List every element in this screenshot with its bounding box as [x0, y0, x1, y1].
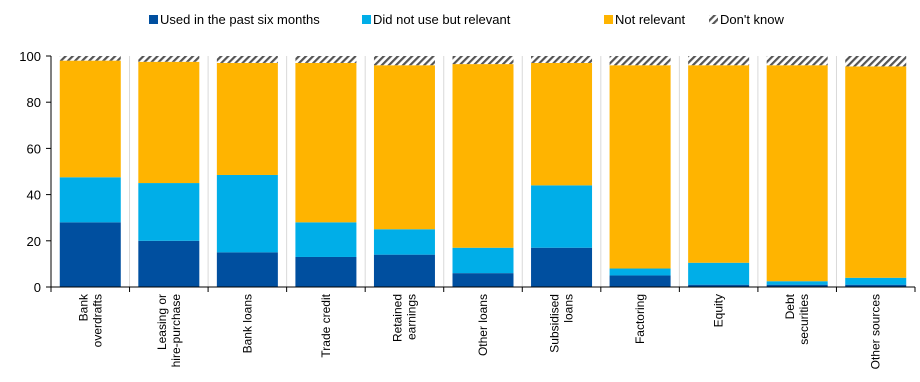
x-category-label: Bank loans — [240, 294, 254, 353]
x-category-label: Trade credit — [319, 293, 333, 357]
x-category-line: Other sources — [869, 294, 883, 369]
x-category-line: Equity — [712, 294, 726, 327]
bar-segment — [766, 284, 828, 287]
x-category-label: Leasing orhire-purchase — [155, 294, 183, 368]
legend-label: Not relevant — [615, 12, 685, 27]
x-category-label: Other sources — [869, 294, 883, 369]
x-category-label: Factoring — [633, 294, 647, 344]
bar-segment — [609, 56, 671, 66]
bar-segment — [609, 65, 671, 269]
bar-segment — [216, 56, 278, 63]
bar-segment — [688, 262, 750, 285]
bar-segment — [138, 56, 200, 62]
bar-segment — [295, 256, 357, 287]
x-category-line: Trade credit — [319, 293, 333, 357]
legend-label: Used in the past six months — [160, 12, 320, 27]
bar-segment — [373, 65, 435, 230]
bar-segment — [845, 66, 907, 278]
bar-segment — [138, 61, 200, 184]
y-tick-label: 60 — [27, 141, 41, 156]
legend-item: Don't know — [709, 12, 785, 27]
legend-swatch — [362, 15, 371, 24]
legend-label: Don't know — [720, 12, 785, 27]
legend: Used in the past six months Did not use b… — [149, 12, 785, 27]
bar-segment — [609, 275, 671, 287]
bar-segment — [216, 174, 278, 253]
x-category-label: Subsidisedloans — [548, 294, 576, 353]
x-category-line: Subsidised — [548, 294, 562, 353]
bar-segment — [766, 281, 828, 285]
x-category-label: Other loans — [476, 294, 490, 356]
bar-segment — [452, 247, 514, 274]
x-category-line: overdrafts — [90, 294, 104, 347]
bar-segment — [59, 222, 121, 287]
legend-label: Did not use but relevant — [373, 12, 511, 27]
x-category-label: Bankoverdrafts — [76, 293, 104, 347]
bar-segment — [531, 185, 593, 248]
bar-segment — [845, 284, 907, 287]
bar-segment — [531, 56, 593, 63]
bar-segment — [59, 56, 121, 61]
legend-item: Used in the past six months — [149, 12, 320, 27]
bar-segment — [845, 277, 907, 285]
y-tick-label: 20 — [27, 234, 41, 249]
bar-segment — [373, 56, 435, 66]
bar-segment — [138, 183, 200, 241]
x-category-label: Equity — [712, 294, 726, 327]
x-category-line: loans — [562, 294, 576, 323]
bar-segment — [373, 254, 435, 287]
bar-segment — [531, 62, 593, 186]
x-category-line: hire-purchase — [169, 294, 183, 368]
bar-segment — [531, 247, 593, 287]
x-category-line: earnings — [404, 294, 418, 340]
bar-segment — [295, 222, 357, 257]
x-category-label: Debtsecurities — [783, 293, 811, 344]
x-category-line: Other loans — [476, 294, 490, 356]
x-category-line: Debt — [783, 293, 797, 319]
y-tick-label: 40 — [27, 188, 41, 203]
bar-segment — [766, 65, 828, 282]
bar-segment — [452, 56, 514, 65]
bar-segment — [766, 56, 828, 66]
legend-swatch — [149, 15, 158, 24]
bar-segment — [59, 177, 121, 223]
x-category-line: Retained — [390, 294, 404, 342]
legend-item: Did not use but relevant — [362, 12, 511, 27]
bar-segment — [688, 65, 750, 263]
bar-segment — [373, 229, 435, 255]
x-category-line: Bank loans — [240, 294, 254, 353]
bar-segment — [845, 56, 907, 67]
bar-segment — [295, 56, 357, 63]
y-axis: 0 20 40 60 80 100 — [19, 49, 52, 295]
x-category-line: securities — [797, 294, 811, 345]
x-category-line: Leasing or — [155, 294, 169, 350]
bar-segment — [216, 252, 278, 287]
y-tick-label: 0 — [34, 280, 41, 295]
x-category-line: Bank — [76, 293, 90, 321]
y-tick-label: 80 — [27, 95, 41, 110]
bar-segment — [688, 56, 750, 66]
bar-segment — [59, 60, 121, 178]
legend-swatch — [709, 15, 718, 24]
x-axis: Bankoverdrafts Leasing orhire-purchase Ban… — [50, 286, 916, 369]
bars — [59, 56, 907, 287]
legend-item: Not relevant — [604, 12, 685, 27]
y-tick-label: 100 — [19, 49, 41, 64]
x-category-line: Factoring — [633, 294, 647, 344]
bar-segment — [138, 240, 200, 287]
bar-segment — [609, 268, 671, 276]
bar-segment — [295, 62, 357, 223]
legend-swatch — [604, 15, 613, 24]
bar-segment — [216, 62, 278, 175]
x-category-label: Retainedearnings — [390, 294, 418, 342]
bar-segment — [452, 64, 514, 248]
bar-segment — [452, 273, 514, 287]
bar-segment — [688, 284, 750, 287]
